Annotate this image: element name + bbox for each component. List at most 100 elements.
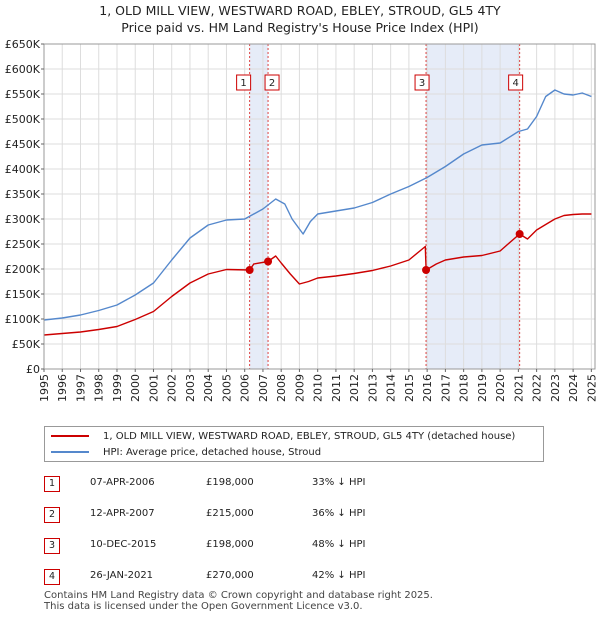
sale-price: £215,000 — [206, 508, 254, 519]
sale-hpi-diff: 42% ↓ HPI — [312, 570, 366, 581]
y-tick-label: £300K — [5, 213, 41, 226]
sale-row: 1 07-APR-2006 £198,000 33% ↓ HPI — [44, 474, 564, 494]
y-tick-label: £600K — [5, 63, 41, 76]
x-tick-label: 2013 — [366, 374, 379, 402]
sale-date: 10-DEC-2015 — [90, 539, 157, 550]
sale-number-badge: 1 — [44, 476, 60, 492]
legend: 1, OLD MILL VIEW, WESTWARD ROAD, EBLEY, … — [44, 426, 544, 462]
y-tick-label: £500K — [5, 113, 41, 126]
sale-number-badge: 3 — [44, 538, 60, 554]
x-tick-label: 2000 — [129, 374, 142, 402]
sale-marker-label: 2 — [269, 78, 275, 89]
sale-date: 12-APR-2007 — [90, 508, 155, 519]
sale-marker-box — [264, 74, 280, 91]
sale-marker-labels: 1 2 3 4 — [236, 74, 524, 91]
footer-copyright: Contains HM Land Registry data © Crown c… — [44, 590, 433, 601]
sale-marker-box — [508, 74, 524, 91]
series-line-property — [43, 213, 592, 336]
y-tick-label: £450K — [5, 138, 41, 151]
sale-hpi-diff: 36% ↓ HPI — [312, 508, 366, 519]
sale-row: 2 12-APR-2007 £215,000 36% ↓ HPI — [44, 505, 564, 525]
y-tick-label: £550K — [5, 88, 41, 101]
sale-marker-box — [236, 74, 252, 91]
sale-point — [264, 257, 273, 266]
y-tick-label: £250K — [5, 238, 41, 251]
series-lines — [43, 89, 592, 336]
chart-title-block: 1, OLD MILL VIEW, WESTWARD ROAD, EBLEY, … — [0, 2, 600, 36]
sale-marker-label: 4 — [512, 78, 518, 89]
sale-points — [245, 230, 524, 274]
sale-period-shading — [249, 44, 520, 369]
footer-licence: This data is licensed under the Open Gov… — [44, 601, 363, 612]
x-tick-label: 2008 — [275, 374, 288, 402]
sale-date: 07-APR-2006 — [90, 477, 155, 488]
x-tick-label: 1998 — [93, 374, 106, 402]
footer: Contains HM Land Registry data © Crown c… — [44, 590, 433, 612]
x-tick-label: 2020 — [494, 374, 507, 402]
y-tick-label: £150K — [5, 288, 41, 301]
sale-row: 3 10-DEC-2015 £198,000 48% ↓ HPI — [44, 536, 564, 556]
x-tick-label: 1995 — [38, 374, 51, 402]
sale-marker-box — [414, 74, 430, 91]
x-tick-label: 2016 — [421, 374, 434, 402]
axes: £0 £50K £100K £150K £200K £250K £300K £350K £400… — [5, 38, 599, 402]
x-tick-label: 2014 — [385, 374, 398, 402]
y-tick-label: £50K — [12, 338, 41, 351]
x-tick-label: 1996 — [56, 374, 69, 402]
y-tick-label: £100K — [5, 313, 41, 326]
chart-subtitle: Price paid vs. HM Land Registry's House … — [121, 20, 479, 35]
y-tick-label: £400K — [5, 163, 41, 176]
legend-swatch-property — [51, 435, 89, 437]
legend-item-hpi: HPI: Average price, detached house, Stro… — [51, 444, 321, 460]
sale-marker-label: 1 — [240, 78, 246, 89]
x-tick-label: 2024 — [567, 374, 580, 402]
legend-label-property: 1, OLD MILL VIEW, WESTWARD ROAD, EBLEY, … — [103, 430, 516, 442]
sale-hpi-diff: 48% ↓ HPI — [312, 539, 366, 550]
y-tick-label: £350K — [5, 188, 41, 201]
sale-period-shade — [426, 44, 520, 369]
series-line-hpi — [43, 89, 592, 321]
legend-swatch-hpi — [51, 451, 89, 453]
legend-label-hpi: HPI: Average price, detached house, Stro… — [103, 446, 322, 458]
sale-point — [515, 230, 524, 238]
x-tick-label: 2015 — [403, 374, 416, 402]
x-tick-label: 1997 — [74, 374, 87, 402]
x-tick-label: 2003 — [184, 374, 197, 402]
x-tick-label: 2005 — [220, 374, 233, 402]
x-tick-label: 2004 — [202, 374, 215, 402]
chart-title: 1, OLD MILL VIEW, WESTWARD ROAD, EBLEY, … — [99, 3, 501, 18]
x-tick-label: 2011 — [330, 374, 343, 402]
sale-period-shade — [249, 44, 269, 369]
sale-hpi-diff: 33% ↓ HPI — [312, 477, 366, 488]
plot-frame — [43, 43, 596, 370]
sale-marker-label: 3 — [419, 78, 425, 89]
x-tick-label: 2002 — [166, 374, 179, 402]
sale-price: £270,000 — [206, 570, 254, 581]
x-tick-label: 2019 — [476, 374, 489, 402]
x-tick-label: 2021 — [512, 374, 525, 402]
y-tick-label: £0 — [26, 363, 40, 376]
x-tick-label: 1999 — [111, 374, 124, 402]
x-tick-label: 2025 — [585, 374, 598, 402]
x-tick-label: 2001 — [147, 374, 160, 402]
sale-price: £198,000 — [206, 539, 254, 550]
x-tick-label: 2009 — [293, 374, 306, 402]
sale-row: 4 26-JAN-2021 £270,000 42% ↓ HPI — [44, 567, 564, 587]
y-tick-label: £650K — [5, 38, 41, 51]
x-tick-label: 2007 — [257, 374, 270, 402]
sale-point — [245, 266, 254, 274]
x-tick-label: 2022 — [531, 374, 544, 402]
y-tick-label: £200K — [5, 263, 41, 276]
price-chart: 1 2 3 4 £0 £50K £100K £150K £200K £250K £300K £350… — [5, 38, 599, 402]
x-tick-label: 2017 — [439, 374, 452, 402]
sale-point — [422, 266, 431, 274]
sale-number-badge: 2 — [44, 507, 60, 523]
x-tick-label: 2010 — [312, 374, 325, 402]
x-tick-label: 2018 — [458, 374, 471, 402]
legend-item-property: 1, OLD MILL VIEW, WESTWARD ROAD, EBLEY, … — [51, 428, 515, 444]
sale-date: 26-JAN-2021 — [90, 570, 154, 581]
x-tick-label: 2006 — [239, 374, 252, 402]
x-tick-label: 2012 — [348, 374, 361, 402]
x-tick-label: 2023 — [549, 374, 562, 402]
sale-number-badge: 4 — [44, 569, 60, 585]
